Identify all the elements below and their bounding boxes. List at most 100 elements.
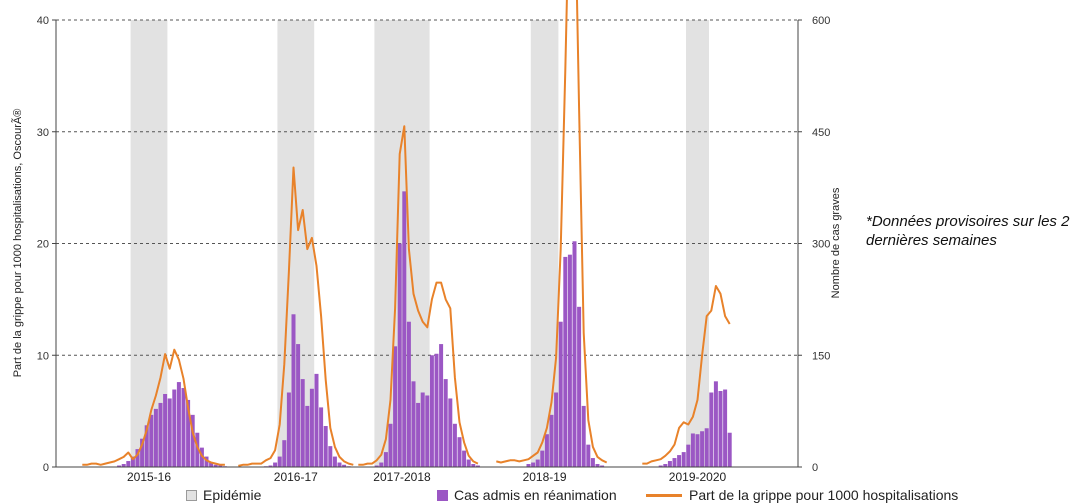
case-bar: [457, 437, 462, 467]
case-bar: [176, 382, 181, 467]
grid-lines: [56, 19, 798, 356]
case-bar: [383, 452, 388, 467]
y-right-tick-label: 450: [812, 127, 830, 139]
share-line-swatch-icon: [646, 493, 682, 497]
case-bar: [563, 256, 568, 467]
case-bar: [268, 465, 273, 467]
case-bar: [328, 446, 333, 467]
epidemic-swatch-icon: [186, 489, 197, 501]
case-bar: [300, 379, 305, 467]
case-bar: [309, 388, 314, 467]
epidemic-band-3: [374, 20, 430, 467]
case-bar: [374, 465, 379, 467]
case-bar: [144, 425, 149, 467]
case-bar: [531, 462, 536, 467]
y-left-tick-label: 40: [37, 15, 49, 27]
share-line-3: [358, 125, 479, 466]
case-bar: [117, 465, 122, 467]
season-label: 2017-2018: [373, 470, 431, 484]
case-bar: [425, 395, 430, 467]
case-bar: [572, 241, 577, 467]
case-bar: [429, 355, 434, 467]
case-bar: [204, 456, 209, 467]
case-bar: [686, 444, 691, 467]
case-bar: [296, 344, 301, 467]
case-bar: [319, 407, 324, 467]
share-line-2: [238, 166, 354, 467]
case-bar: [681, 452, 686, 467]
case-bar: [277, 456, 282, 467]
share-line-4: [496, 0, 608, 464]
case-bar: [695, 434, 700, 467]
case-bar: [337, 462, 342, 467]
case-bar: [406, 321, 411, 467]
epidemic-band-5: [686, 20, 709, 467]
case-bar: [718, 391, 723, 467]
case-bar: [388, 423, 393, 467]
case-bar: [172, 389, 177, 467]
legend-cases-label: Cas admis en réanimation: [454, 487, 617, 503]
case-bar: [466, 459, 471, 467]
case-bar: [158, 402, 163, 467]
case-bar: [420, 392, 425, 467]
case-bar: [434, 353, 439, 467]
share-line-5: [642, 285, 731, 465]
case-bar: [658, 465, 663, 467]
season-label: 2018-19: [523, 470, 567, 484]
case-bar: [462, 450, 467, 467]
case-bar: [342, 464, 347, 467]
y-left-tick-label: 30: [37, 127, 49, 139]
legend-epidemic-label: Epidémie: [203, 487, 262, 503]
case-bar: [526, 464, 531, 467]
case-bar: [163, 393, 168, 467]
share-lines: [82, 0, 731, 467]
season-labels: 2015-16 2016-17 2017-2018 2018-19 2019-2020: [127, 470, 727, 484]
season-label: 2015-16: [127, 470, 171, 484]
y-right-axis-title: Nombre de cas graves: [830, 187, 842, 298]
case-bar: [667, 461, 672, 467]
case-bar: [397, 243, 402, 467]
case-bar: [153, 408, 158, 467]
case-bar: [149, 414, 154, 467]
legend: Epidémie Cas admis en réanimation Part d…: [0, 487, 1079, 504]
case-bar: [393, 346, 398, 467]
y-right-tick-label: 300: [812, 239, 830, 251]
case-bar: [443, 379, 448, 467]
cases-swatch-icon: [437, 489, 448, 501]
case-bar: [323, 426, 328, 467]
y-right-tick-label: 150: [812, 350, 830, 362]
case-bar: [600, 465, 605, 467]
case-bar: [195, 432, 200, 467]
case-bar: [332, 456, 337, 467]
case-bar: [595, 464, 600, 467]
case-bar: [549, 414, 554, 467]
case-bar: [186, 399, 191, 467]
y-right-tick-label: 600: [812, 15, 830, 27]
case-bar: [121, 464, 126, 467]
case-bar: [416, 402, 421, 467]
case-bar: [126, 461, 131, 467]
season-label: 2016-17: [274, 470, 318, 484]
case-bar: [704, 428, 709, 467]
case-bar: [471, 464, 476, 467]
case-bar: [402, 191, 407, 467]
y-left-tick-label: 0: [43, 462, 49, 474]
y-right-tick-label: 0: [812, 462, 818, 474]
case-bar: [554, 392, 559, 467]
case-bar: [475, 465, 480, 467]
share-line-1: [82, 348, 225, 466]
case-bar: [727, 432, 732, 467]
case-bar: [452, 423, 457, 467]
case-bar: [535, 459, 540, 467]
case-bar: [286, 392, 291, 467]
case-bar: [140, 438, 145, 467]
case-bar: [273, 462, 278, 467]
case-bar: [130, 456, 135, 467]
y-left-tick-label: 10: [37, 350, 49, 362]
case-bar: [199, 447, 204, 467]
case-bar: [713, 381, 718, 467]
case-bar: [305, 405, 310, 467]
case-bar: [314, 373, 319, 467]
case-bar: [218, 465, 223, 467]
case-bar: [581, 405, 586, 467]
